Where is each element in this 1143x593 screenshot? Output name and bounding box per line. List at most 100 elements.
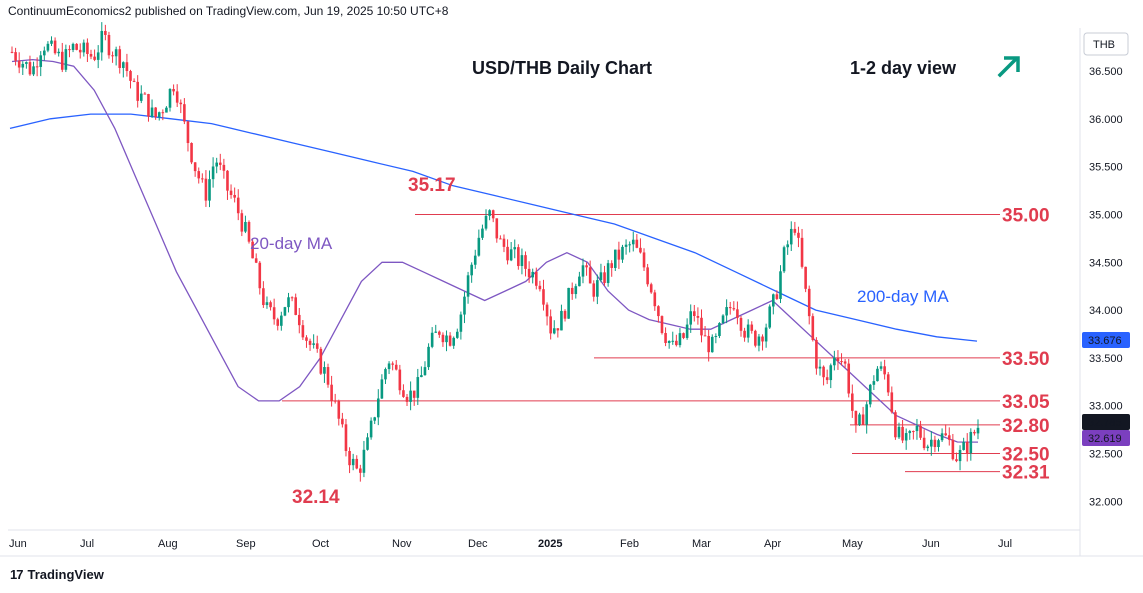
candle-body[interactable]: [631, 239, 635, 245]
candle-body[interactable]: [107, 34, 111, 56]
candle-body[interactable]: [653, 292, 657, 307]
currency-box[interactable]: [1083, 32, 1129, 56]
candle-body[interactable]: [247, 221, 251, 242]
candle-body[interactable]: [452, 337, 456, 346]
candle-body[interactable]: [290, 297, 294, 299]
candle-body[interactable]: [689, 311, 693, 325]
candle-body[interactable]: [815, 340, 818, 369]
candle-body[interactable]: [886, 374, 890, 393]
candle-body[interactable]: [25, 62, 28, 64]
candle-body[interactable]: [912, 431, 915, 433]
candle-body[interactable]: [552, 328, 556, 334]
candle-body[interactable]: [818, 366, 822, 369]
candle-body[interactable]: [326, 367, 330, 385]
candle-body[interactable]: [488, 210, 491, 216]
candle-body[interactable]: [71, 43, 75, 50]
candle-body[interactable]: [125, 62, 129, 72]
candle-body[interactable]: [373, 417, 376, 421]
candle-body[interactable]: [628, 244, 631, 246]
candle-body[interactable]: [398, 369, 402, 391]
candle-body[interactable]: [833, 357, 836, 366]
candle-body[interactable]: [811, 316, 815, 341]
candle-body[interactable]: [761, 336, 764, 342]
candle-body[interactable]: [854, 410, 858, 425]
candle-body[interactable]: [696, 316, 700, 318]
candle-body[interactable]: [183, 104, 186, 122]
candle-body[interactable]: [743, 330, 746, 338]
candle-body[interactable]: [807, 288, 811, 317]
candle-body[interactable]: [685, 324, 689, 338]
candle-body[interactable]: [858, 414, 861, 425]
candle-body[interactable]: [969, 431, 973, 454]
candle-body[interactable]: [592, 283, 596, 297]
candle-body[interactable]: [438, 331, 441, 335]
candle-body[interactable]: [660, 316, 664, 334]
candle-body[interactable]: [847, 363, 851, 394]
candle-body[interactable]: [703, 335, 707, 337]
candle-body[interactable]: [545, 304, 549, 317]
candle-body[interactable]: [57, 51, 60, 54]
candle-body[interactable]: [491, 210, 495, 219]
candle-body[interactable]: [143, 93, 147, 95]
candle-body[interactable]: [441, 334, 445, 343]
candle-body[interactable]: [721, 315, 725, 324]
candle-body[interactable]: [484, 215, 488, 229]
candle-body[interactable]: [262, 288, 265, 306]
candle-body[interactable]: [789, 228, 793, 245]
candle-body[interactable]: [556, 328, 560, 331]
candle-body[interactable]: [218, 162, 222, 165]
candle-body[interactable]: [384, 369, 387, 380]
candle-body[interactable]: [233, 194, 236, 198]
candle-body[interactable]: [951, 439, 955, 460]
candlestick-series[interactable]: [10, 22, 980, 482]
candle-body[interactable]: [315, 343, 319, 349]
candle-body[interactable]: [524, 255, 527, 269]
candle-body[interactable]: [376, 398, 380, 418]
candle-body[interactable]: [409, 390, 412, 402]
candle-body[interactable]: [222, 164, 226, 171]
candle-body[interactable]: [542, 289, 545, 305]
candle-body[interactable]: [520, 255, 524, 267]
candle-body[interactable]: [782, 247, 786, 272]
candle-body[interactable]: [865, 404, 868, 425]
candle-body[interactable]: [226, 170, 229, 191]
candle-body[interactable]: [908, 431, 912, 434]
candle-body[interactable]: [64, 49, 68, 70]
candle-body[interactable]: [926, 446, 930, 449]
candle-body[interactable]: [179, 102, 183, 105]
candle-body[interactable]: [707, 335, 710, 353]
candle-body[interactable]: [890, 392, 894, 413]
candle-body[interactable]: [646, 267, 649, 285]
candle-body[interactable]: [348, 450, 351, 466]
candle-body[interactable]: [517, 247, 520, 267]
candle-body[interactable]: [750, 324, 754, 331]
candle-body[interactable]: [947, 435, 951, 440]
candle-body[interactable]: [965, 441, 969, 454]
candle-body[interactable]: [405, 396, 409, 402]
candle-body[interactable]: [603, 272, 606, 284]
candle-body[interactable]: [962, 441, 965, 450]
candle-body[interactable]: [258, 262, 262, 289]
candle-body[interactable]: [14, 52, 17, 61]
candle-body[interactable]: [473, 255, 477, 265]
candle-body[interactable]: [53, 40, 57, 54]
candle-body[interactable]: [671, 340, 675, 342]
candle-body[interactable]: [355, 458, 359, 469]
candle-body[interactable]: [50, 40, 53, 44]
candle-body[interactable]: [585, 265, 588, 268]
candle-body[interactable]: [606, 263, 610, 284]
candle-body[interactable]: [976, 427, 980, 434]
candle-body[interactable]: [391, 363, 394, 365]
candle-body[interactable]: [714, 336, 718, 338]
candle-body[interactable]: [793, 228, 797, 233]
candle-body[interactable]: [527, 268, 531, 278]
candle-body[interactable]: [297, 314, 301, 326]
candle-body[interactable]: [578, 276, 581, 287]
candle-body[interactable]: [481, 228, 484, 238]
candle-body[interactable]: [82, 42, 86, 53]
candle-body[interactable]: [596, 280, 599, 297]
candle-body[interactable]: [412, 390, 416, 398]
candle-body[interactable]: [506, 246, 509, 261]
candle-body[interactable]: [111, 55, 114, 57]
candle-body[interactable]: [308, 340, 312, 345]
